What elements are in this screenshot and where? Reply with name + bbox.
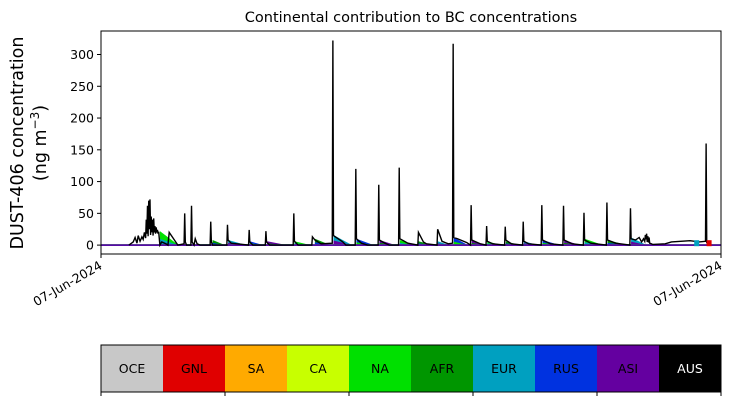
colorbar-label-gnl: GNL <box>181 361 207 376</box>
colorbar-label-ca: CA <box>309 361 327 376</box>
colorbar-swatch-sa <box>225 345 288 392</box>
y-tick-label: 200 <box>70 111 94 126</box>
colorbar-label-asi: ASI <box>618 361 638 376</box>
x-tick-label: 07-Jun-2024 <box>30 258 104 309</box>
colorbar-label-na: NA <box>371 361 389 376</box>
series-total-line <box>128 40 708 248</box>
colorbar-swatch-afr <box>411 345 474 392</box>
y-tick-label: 0 <box>86 238 94 253</box>
spike-fill-area-lower <box>631 241 647 246</box>
y-tick-label: 50 <box>78 206 94 221</box>
y-axis-label-unit-exponent: −3 <box>28 112 42 130</box>
colorbar-swatch-na <box>349 345 412 392</box>
colorbar-label-oce: OCE <box>119 361 146 376</box>
colorbar-swatch-ca <box>287 345 350 392</box>
y-tick-label: 150 <box>70 142 94 157</box>
colorbar-swatch-eur <box>473 345 536 392</box>
y-axis-label-line2: (ng m−3) <box>28 105 51 181</box>
y-axis-label-line1: DUST-406 concentration <box>8 37 28 250</box>
end-marker-gnl <box>706 240 712 247</box>
end-marker-eur <box>694 240 700 247</box>
y-tick-label: 250 <box>70 79 94 94</box>
spike-fill-area-lower <box>453 241 469 246</box>
plot-area <box>101 40 721 248</box>
colorbar-swatch-aus <box>659 345 722 392</box>
y-axis-label-unit-suffix: ) <box>31 105 51 112</box>
colorbar-swatch-oce <box>101 345 164 392</box>
colorbar-swatch-asi <box>597 345 660 392</box>
y-axis-label: DUST-406 concentration (ng m−3) <box>8 37 51 250</box>
axes: 0 50 100 150 200 250 300 07-Jun-2024 07-Jun-2024 <box>30 30 725 309</box>
colorbar-label-rus: RUS <box>553 361 579 376</box>
colorbar-label-sa: SA <box>248 361 265 376</box>
colorbar-label-aus: AUS <box>677 361 703 376</box>
colorbar: OCE GNL SA CA NA AFR EUR RUS ASI AUS <box>100 344 722 396</box>
colorbar-swatch-gnl <box>163 345 226 392</box>
x-tick-label: 07-Jun-2024 <box>650 258 724 309</box>
y-axis-label-unit-prefix: (ng m <box>31 129 51 181</box>
colorbar-label-eur: EUR <box>491 361 517 376</box>
plot-frame <box>100 30 722 255</box>
chart-title: Continental contribution to BC concentra… <box>245 10 577 26</box>
y-tick-label: 300 <box>70 47 94 62</box>
y-tick-label: 100 <box>70 174 94 189</box>
colorbar-label-afr: AFR <box>430 361 455 376</box>
colorbar-frame <box>100 344 722 393</box>
colorbar-swatch-rus <box>535 345 598 392</box>
